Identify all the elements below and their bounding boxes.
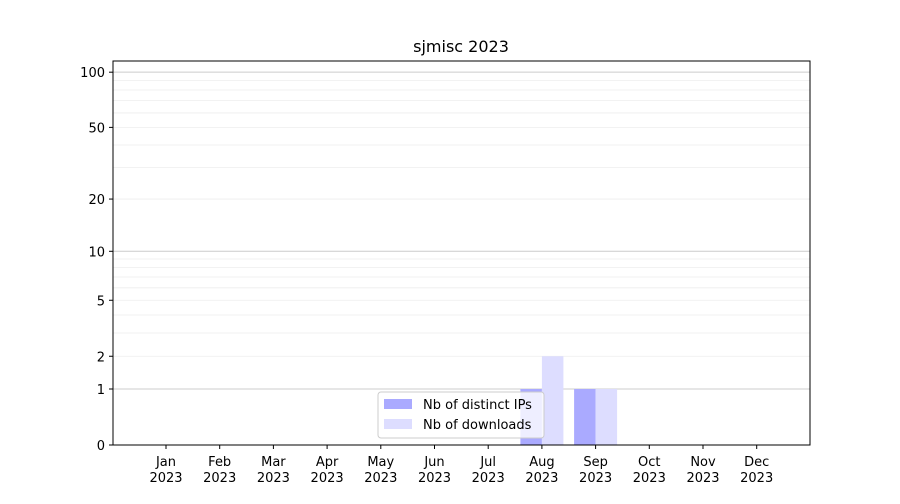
legend-label: Nb of distinct IPs xyxy=(423,398,532,413)
y-tick-label: 50 xyxy=(88,121,105,136)
x-tick-label: Apr xyxy=(316,455,339,470)
legend-label: Nb of downloads xyxy=(423,418,532,433)
x-tick-label: Aug xyxy=(529,455,554,470)
legend-swatch xyxy=(384,399,412,409)
bar-ips xyxy=(574,389,596,445)
x-tick-label: Jun xyxy=(423,455,444,470)
x-tick-label: 2023 xyxy=(257,471,290,486)
x-tick-label: 2023 xyxy=(633,471,666,486)
bar-downloads xyxy=(541,356,564,445)
x-tick-label: Sep xyxy=(583,455,608,470)
y-tick-label: 1 xyxy=(97,383,105,398)
y-tick-label: 5 xyxy=(97,294,105,309)
x-tick-label: 2023 xyxy=(149,471,182,486)
legend-swatch xyxy=(384,419,412,429)
chart-title: sjmisc 2023 xyxy=(413,37,509,56)
y-tick-label: 100 xyxy=(80,66,105,81)
x-tick-label: Mar xyxy=(261,455,286,470)
x-tick-label: Nov xyxy=(690,455,716,470)
y-tick-label: 10 xyxy=(88,245,105,260)
x-tick-label: Dec xyxy=(744,455,769,470)
plot-frame xyxy=(112,60,811,446)
x-tick-label: 2023 xyxy=(686,471,719,486)
x-tick-label: 2023 xyxy=(364,471,397,486)
x-tick-label: 2023 xyxy=(472,471,505,486)
x-tick-label: Jul xyxy=(479,455,496,470)
y-tick-label: 2 xyxy=(97,350,105,365)
y-tick-label: 0 xyxy=(97,439,105,454)
x-tick-label: Feb xyxy=(208,455,231,470)
x-tick-label: Jan xyxy=(155,455,176,470)
x-tick-label: 2023 xyxy=(525,471,558,486)
bar-downloads xyxy=(595,389,618,445)
x-tick-label: 2023 xyxy=(418,471,451,486)
x-tick-label: 2023 xyxy=(203,471,236,486)
legend-box xyxy=(377,391,545,439)
x-tick-label: Oct xyxy=(638,455,660,470)
y-tick-label: 20 xyxy=(88,193,105,208)
x-tick-label: 2023 xyxy=(311,471,344,486)
x-tick-label: May xyxy=(367,455,394,470)
x-tick-label: 2023 xyxy=(579,471,612,486)
x-tick-label: 2023 xyxy=(740,471,773,486)
